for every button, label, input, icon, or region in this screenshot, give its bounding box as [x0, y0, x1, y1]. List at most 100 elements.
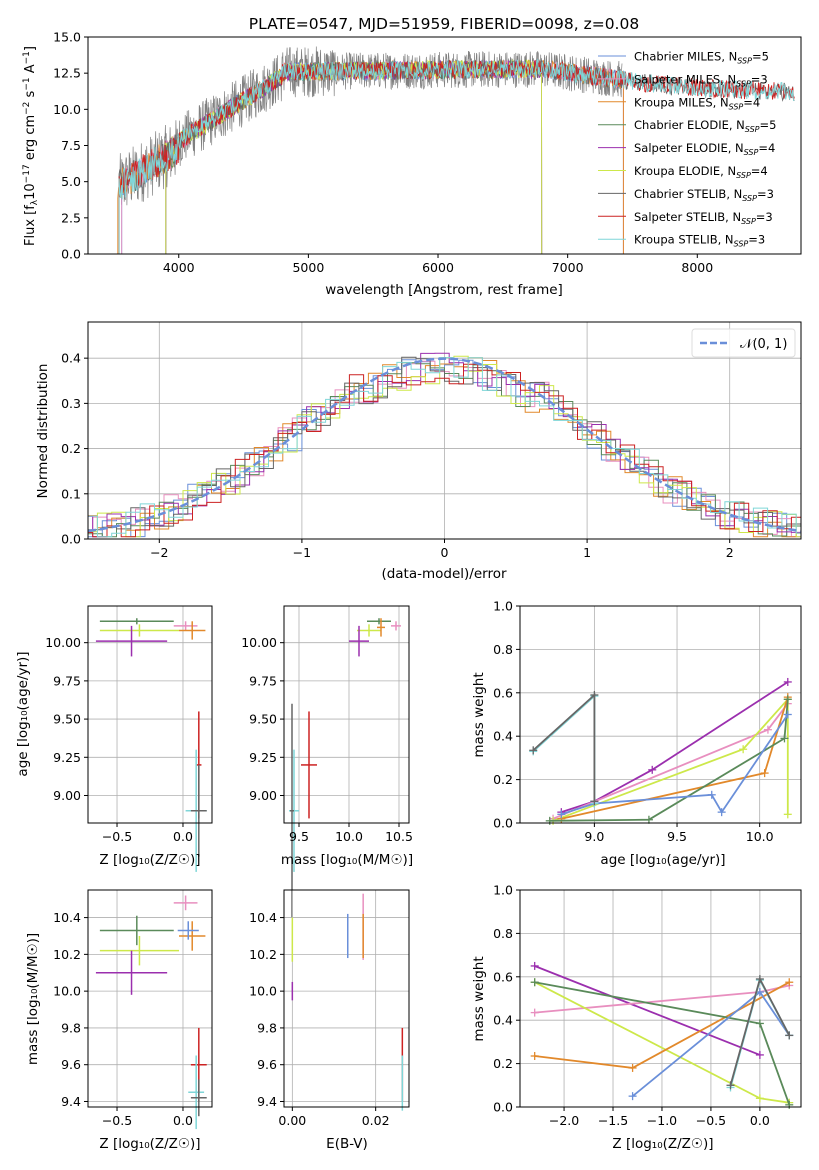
- y-tick-label: 10.0: [53, 102, 81, 117]
- panel-frame: [87, 889, 213, 1108]
- residual-histogram: [88, 363, 801, 538]
- residual-ticks: −2 −1 0 1 2 0.0 0.1 0.2 0.3 0.4: [61, 351, 734, 560]
- x-tick-label: 2: [726, 545, 734, 560]
- x-tick-label: −2: [150, 545, 168, 560]
- y-tick-label: 9.4: [61, 1094, 81, 1109]
- x-tick-label: −1.0: [647, 1113, 677, 1128]
- weight-z-x-label: Z [log₁₀(Z/Z☉)]: [612, 1136, 713, 1152]
- residual-histograms: [87, 352, 802, 538]
- y-tick-label: 10.2: [53, 947, 81, 962]
- mass-z-x-label: Z [log₁₀(Z/Z☉)]: [99, 1136, 200, 1152]
- y-tick-label: 0.1: [61, 486, 81, 501]
- x-tick-label: 10.5: [385, 829, 413, 844]
- x-tick-label: −0.5: [102, 1113, 132, 1128]
- y-tick-label: 10.0: [53, 984, 81, 999]
- spectrum-model-line: [121, 59, 624, 254]
- y-tick-label: 0.0: [493, 816, 513, 831]
- residual-histogram: [88, 359, 801, 538]
- x-tick-label: 9.5: [289, 829, 309, 844]
- y-tick-label: 0.0: [493, 1100, 513, 1115]
- spectrum-model-line: [121, 59, 624, 254]
- y-tick-label: 10.00: [45, 635, 81, 650]
- x-tick-label: 0.02: [362, 1113, 390, 1128]
- parameter-panel: −0.5 0.0 9.00 9.25 9.50 9.75 10.00: [45, 605, 213, 872]
- legend-label: Chabrier ELODIE, NSSP=5: [634, 118, 776, 134]
- y-tick-label: 0.2: [61, 441, 81, 456]
- weight-age-y-label: mass weight: [471, 672, 487, 757]
- parameter-panel: 9.5 10.0 10.5 9.00 9.25 9.50 9.75 10.00: [241, 605, 413, 918]
- weight-age-x-label: age [log₁₀(age/yr)]: [600, 852, 725, 868]
- spectrum-x-label: wavelength [Angstrom, rest frame]: [325, 282, 563, 298]
- y-tick-label: 10.00: [241, 635, 277, 650]
- y-tick-label: 9.8: [257, 1020, 277, 1035]
- mass-weight-line: [552, 696, 789, 822]
- legend-label: Kroupa MILES, NSSP=4: [634, 95, 760, 111]
- x-tick-label: 0: [441, 545, 449, 560]
- y-tick-label: 10.0: [249, 984, 277, 999]
- mass-weight-line: [552, 703, 789, 820]
- residual-x-label: (data-model)/error: [381, 566, 507, 582]
- spectrum-panel: PLATE=0547, MJD=51959, FIBERID=0098, z=0…: [22, 15, 802, 298]
- age-z-x-label: Z [log₁₀(Z/Z☉)]: [99, 852, 200, 868]
- spectrum-plot-area: [117, 46, 795, 254]
- residual-histogram: [88, 357, 801, 538]
- x-tick-label: −1: [293, 545, 311, 560]
- x-tick-label: 5000: [292, 260, 324, 275]
- x-tick-label: 9.5: [667, 829, 687, 844]
- y-tick-label: 9.00: [249, 788, 277, 803]
- parameter-panel: 9.0 9.5 10.0 0.0 0.2 0.4 0.6 0.8 1.0: [493, 599, 802, 844]
- residual-y-label: Normed distribution: [35, 364, 51, 499]
- mass-weight-line: [549, 699, 789, 822]
- spectrum-y-ticks: 0.0 2.5 5.0 7.5 10.0 12.5 15.0: [53, 30, 88, 262]
- x-tick-label: 0.0: [173, 829, 193, 844]
- residual-legend-box: [691, 328, 796, 358]
- panel-frame: [519, 605, 802, 824]
- legend-label: Salpeter ELODIE, NSSP=4: [634, 141, 775, 157]
- y-tick-label: 0.8: [493, 926, 513, 941]
- x-tick-label: 10.0: [335, 829, 363, 844]
- legend-label: Kroupa STELIB, NSSP=3: [634, 233, 765, 249]
- legend-label: Kroupa ELODIE, NSSP=4: [634, 164, 768, 180]
- y-tick-label: 9.8: [61, 1020, 81, 1035]
- y-tick-label: 2.5: [61, 210, 81, 225]
- x-tick-label: 7000: [552, 260, 584, 275]
- residual-histogram: [88, 357, 801, 538]
- y-tick-label: 0.2: [493, 772, 513, 787]
- y-tick-label: 5.0: [61, 174, 81, 189]
- x-tick-label: −1.5: [598, 1113, 628, 1128]
- y-tick-label: 9.50: [53, 712, 81, 727]
- age-mass-x-label: mass [log₁₀(M/M☉)]: [281, 852, 413, 868]
- y-tick-label: 9.00: [53, 788, 81, 803]
- spectrum-model-line: [118, 59, 795, 254]
- mass-weight-line: [532, 694, 596, 804]
- mass-ebv-x-label: E(B-V): [326, 1136, 368, 1152]
- y-tick-label: 9.6: [61, 1057, 81, 1072]
- y-tick-label: 1.0: [493, 883, 513, 898]
- age-z-y-label: age [log₁₀(age/yr)]: [15, 651, 31, 776]
- y-tick-label: 10.4: [249, 910, 277, 925]
- legend-label: Chabrier MILES, NSSP=5: [634, 50, 769, 66]
- mass-weight-line: [534, 965, 761, 1056]
- mass-weight-line: [532, 692, 596, 802]
- parameter-panel: −0.5 0.0 9.4 9.6 9.8 10.0 10.2 10.4: [53, 889, 213, 1130]
- y-tick-label: 0.4: [493, 1013, 513, 1028]
- parameter-panel: 0.00 0.02 9.4 9.6 9.8 10.0 10.2 10.4: [249, 889, 410, 1128]
- y-tick-label: 0.6: [493, 685, 513, 700]
- spectrum-legend: Chabrier MILES, NSSP=5 Salpeter MILES, NS…: [598, 50, 776, 249]
- weight-z-y-label: mass weight: [471, 956, 487, 1041]
- y-tick-label: 9.4: [257, 1094, 277, 1109]
- y-tick-label: 10.2: [249, 947, 277, 962]
- y-tick-label: 0.2: [493, 1056, 513, 1071]
- legend-label: Salpeter MILES, NSSP=3: [634, 72, 768, 88]
- y-tick-label: 9.75: [249, 673, 277, 688]
- panel-frame: [519, 889, 802, 1108]
- y-tick-label: 10.4: [53, 910, 81, 925]
- x-tick-label: 0.0: [173, 1113, 193, 1128]
- x-tick-label: 8000: [681, 260, 713, 275]
- y-tick-label: 0.4: [493, 729, 513, 744]
- mass-z-y-label: mass [log₁₀(M/M☉)]: [25, 933, 41, 1065]
- spectrum-y-label: Flux [fλ10−17 erg cm−2 s−1 A−1]: [22, 46, 40, 246]
- y-tick-label: 9.75: [53, 673, 81, 688]
